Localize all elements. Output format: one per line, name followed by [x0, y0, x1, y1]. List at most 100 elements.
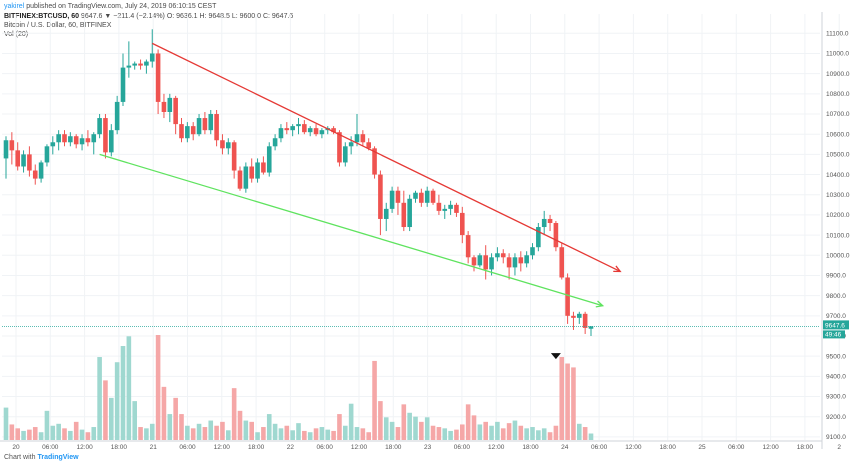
candle-body	[536, 227, 541, 248]
price-tick-label: 10400.0	[826, 172, 850, 179]
time-tick-label: 12:00	[351, 444, 368, 451]
candle-body	[144, 61, 149, 66]
volume-bar	[500, 428, 506, 440]
volume-bar	[261, 427, 266, 440]
time-tick-label: 12:00	[762, 444, 779, 451]
price-tick-label: 9500.0	[826, 353, 846, 360]
candle-body	[296, 124, 301, 127]
volume-bar	[120, 346, 126, 440]
volume-bar	[389, 421, 395, 440]
author-link[interactable]: yakirel	[4, 3, 25, 10]
time-tick-label: 06:00	[591, 444, 608, 451]
volume-bar	[372, 360, 377, 440]
price-tick-label: 9200.0	[826, 414, 846, 421]
volume-bar	[91, 427, 97, 440]
volume-bar	[489, 425, 494, 440]
candle-body	[442, 208, 448, 211]
candle-body	[103, 118, 108, 153]
volume-bar	[237, 410, 243, 440]
time-axis: 20 06:00 12:00 18:00 21 06:00 12:00 18:00 22 06:0…	[0, 440, 841, 451]
trendline-arrow	[613, 265, 622, 273]
time-tick-label: 12:00	[214, 444, 231, 451]
candle-body	[489, 257, 494, 270]
candle-body	[483, 255, 488, 270]
candle-body	[109, 130, 114, 153]
trendline-arrow	[595, 300, 605, 308]
volume-bar	[530, 427, 535, 440]
volume-bar	[430, 425, 436, 440]
volume-bar	[214, 425, 219, 440]
candle-body	[571, 315, 576, 318]
candle-body	[378, 174, 383, 219]
volume-bar	[553, 425, 559, 440]
candle-body	[249, 166, 254, 179]
time-tick-label: 23	[424, 444, 432, 451]
candle-body	[565, 277, 570, 316]
candle-body	[231, 142, 237, 171]
candle-body	[436, 202, 442, 211]
candle-body	[73, 136, 79, 145]
volume-bar	[62, 428, 67, 440]
candle-body	[21, 154, 26, 167]
time-tick-label: 12:00	[76, 444, 93, 451]
candle-body	[208, 114, 214, 131]
volume-bar	[284, 425, 290, 440]
candle-body	[202, 118, 208, 131]
volume-bar	[448, 430, 453, 440]
volume-bar	[3, 407, 9, 440]
price-tick-label: 11000.0	[826, 51, 849, 58]
price-tick-label: 10100.0	[826, 232, 850, 239]
candle-body	[512, 257, 518, 268]
candle-body	[413, 192, 418, 199]
tradingview-logo[interactable]: TradingView	[37, 454, 79, 461]
time-tick-label: 18:00	[660, 444, 677, 451]
volume-bar	[547, 432, 553, 440]
candle-body	[190, 126, 196, 135]
volume-bar	[44, 410, 50, 440]
volume-bar	[401, 404, 407, 440]
time-tick-label: 06:00	[179, 444, 196, 451]
time-tick-label: 18:00	[522, 444, 539, 451]
candle-body	[588, 326, 594, 329]
volume-bar	[407, 412, 412, 440]
volume-bar	[126, 336, 132, 440]
volume-bar	[73, 421, 79, 440]
volume-bar	[243, 420, 249, 440]
volume-bar	[109, 397, 114, 440]
price-tick-label: 10600.0	[826, 131, 850, 138]
ohlc-change: 9647.6 ▼ −211.4 (−2.14%)	[81, 13, 165, 20]
time-tick-label: 24	[561, 444, 569, 451]
candle-body	[372, 148, 377, 175]
candle-body	[471, 257, 477, 266]
time-tick-label: 06:00	[728, 444, 745, 451]
candle-body	[167, 97, 173, 113]
volume-bar	[536, 430, 541, 440]
volume-bar	[313, 428, 319, 440]
volume-bar	[343, 425, 348, 440]
time-tick-label: 22	[287, 444, 295, 451]
candle-body	[196, 118, 202, 135]
publisher-text: published on TradingView.com, July 24, 2…	[26, 3, 217, 10]
candle-body	[577, 313, 582, 318]
volume-bar	[249, 421, 254, 440]
volume-bar	[460, 424, 465, 440]
candle-body	[120, 67, 126, 102]
volume-bar	[27, 429, 32, 440]
candle-body	[161, 101, 167, 113]
volume-bar	[103, 380, 108, 440]
price-tick-label: 11100.0	[826, 31, 849, 38]
volume-bar	[395, 427, 401, 440]
volume-bar	[506, 423, 512, 440]
volume-bar	[161, 386, 167, 440]
candle-body	[62, 134, 67, 143]
candle-body	[354, 134, 360, 143]
countdown-badge	[823, 330, 845, 339]
candle-body	[319, 130, 325, 135]
volume-bar	[577, 423, 582, 440]
candle-body	[44, 146, 50, 163]
volume-bar	[471, 415, 477, 440]
candle-body	[559, 247, 565, 278]
candle-body	[91, 134, 97, 143]
candle-body	[383, 208, 389, 219]
